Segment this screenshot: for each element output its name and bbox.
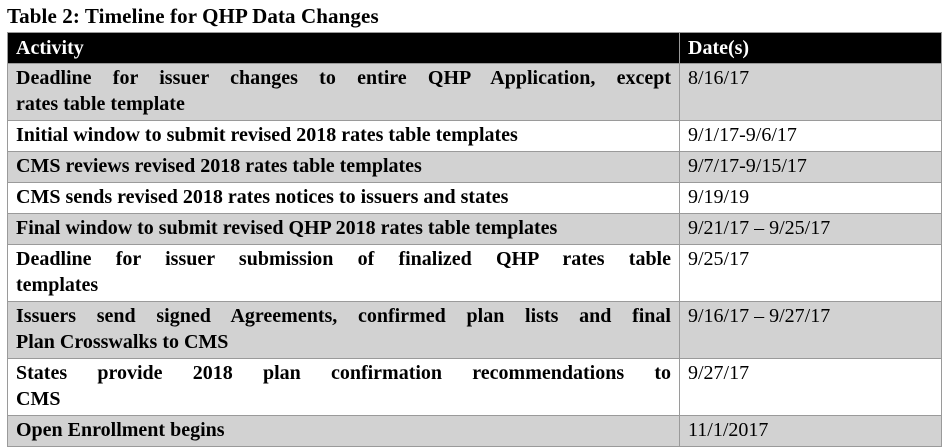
date-cell: 9/1/17-9/6/17 [679, 120, 942, 152]
activity-cell: States provide 2018 plan confirmation re… [7, 358, 680, 416]
table-header-row: Activity Date(s) [7, 32, 942, 64]
activity-cell: Deadline for issuer submission of finali… [7, 244, 680, 302]
activity-cell: CMS sends revised 2018 rates notices to … [7, 182, 680, 214]
column-header-activity: Activity [7, 32, 680, 64]
activity-line: CMS reviews revised 2018 rates table tem… [16, 155, 422, 177]
activity-cell: Issuers send signed Agreements, confirme… [7, 301, 680, 359]
column-header-dates: Date(s) [679, 32, 942, 64]
table-row: CMS sends revised 2018 rates notices to … [7, 182, 942, 214]
table-row: Deadline for issuer changes to entire QH… [7, 63, 942, 121]
table-row: Issuers send signed Agreements, confirme… [7, 301, 942, 359]
activity-line: Initial window to submit revised 2018 ra… [16, 124, 518, 146]
activity-cell: Open Enrollment begins [7, 415, 680, 447]
table-row: Deadline for issuer submission of finali… [7, 244, 942, 302]
date-cell: 9/21/17 – 9/25/17 [679, 213, 942, 245]
table-row: Open Enrollment begins 11/1/2017 [7, 415, 942, 447]
date-cell: 11/1/2017 [679, 415, 942, 447]
activity-cell: Final window to submit revised QHP 2018 … [7, 213, 680, 245]
table-row: States provide 2018 plan confirmation re… [7, 358, 942, 416]
date-cell: 9/7/17-9/15/17 [679, 151, 942, 183]
activity-line: rates table template [16, 93, 185, 115]
table-title: Table 2: Timeline for QHP Data Changes [7, 4, 379, 28]
date-cell: 9/27/17 [679, 358, 942, 416]
activity-line: CMS sends revised 2018 rates notices to … [16, 186, 509, 208]
activity-cell: CMS reviews revised 2018 rates table tem… [7, 151, 680, 183]
table-row: Initial window to submit revised 2018 ra… [7, 120, 942, 152]
activity-line: templates [16, 274, 99, 296]
activity-line: States provide 2018 plan confirmation re… [16, 362, 671, 384]
activity-line: Plan Crosswalks to CMS [16, 331, 229, 353]
activity-line: CMS [16, 388, 61, 410]
date-cell: 9/16/17 – 9/27/17 [679, 301, 942, 359]
table-row: CMS reviews revised 2018 rates table tem… [7, 151, 942, 183]
activity-cell: Initial window to submit revised 2018 ra… [7, 120, 680, 152]
date-cell: 9/25/17 [679, 244, 942, 302]
activity-line: Final window to submit revised QHP 2018 … [16, 217, 558, 239]
activity-cell: Deadline for issuer changes to entire QH… [7, 63, 680, 121]
activity-line: Deadline for issuer submission of finali… [16, 248, 671, 270]
date-cell: 8/16/17 [679, 63, 942, 121]
qhp-timeline-table: Activity Date(s) Deadline for issuer cha… [7, 32, 942, 447]
activity-line: Open Enrollment begins [16, 419, 225, 441]
date-cell: 9/19/19 [679, 182, 942, 214]
activity-line: Issuers send signed Agreements, confirme… [16, 305, 671, 327]
table-row: Final window to submit revised QHP 2018 … [7, 213, 942, 245]
activity-line: Deadline for issuer changes to entire QH… [16, 67, 671, 89]
